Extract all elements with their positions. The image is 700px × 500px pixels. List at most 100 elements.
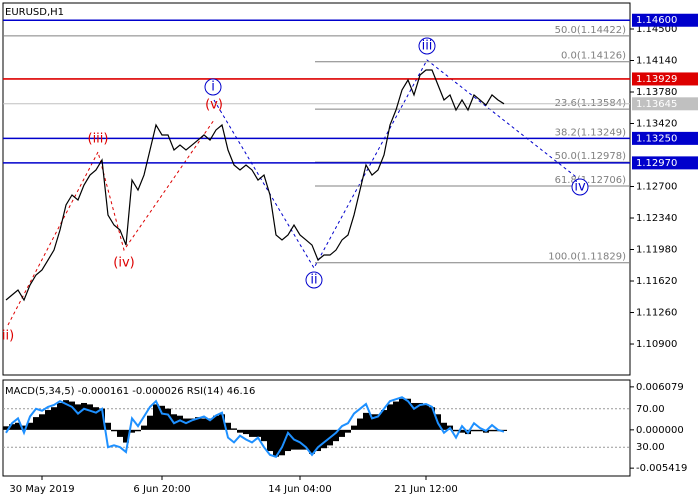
y-tick-label: 1.10900 [636,339,677,350]
wave-label: (v) [205,98,223,113]
wave-label: (iv) [113,256,134,271]
macd-bar [393,401,399,430]
wave-circle [204,78,222,96]
price-line [5,69,505,302]
macd-bar [129,429,135,433]
macd-bar [165,408,171,430]
macd-bar [159,405,165,430]
macd-bar [357,418,363,430]
macd-bar [399,398,405,430]
macd-bar [369,414,375,430]
x-tick-label: 6 Jun 20:00 [133,484,190,495]
macd-bar [117,429,123,437]
macd-bar [99,408,105,430]
macd-bar [351,425,357,430]
macd-bar [111,429,117,432]
fib-label: 38.2(1.13249) [555,127,627,138]
macd-bar [429,407,435,430]
last-price-box [632,97,698,111]
chart-title: EURUSD,H1 [5,7,64,18]
macd-bar [477,429,483,432]
macd-bar [273,429,279,457]
macd-bar [303,429,309,450]
macd-bar [321,429,327,449]
macd-bar [285,429,291,452]
macd-bar [123,429,129,443]
fib-label: 50.0(1.14422) [555,25,627,36]
macd-bar [135,429,141,432]
macd-bar [417,402,423,430]
macd-bar [243,429,249,435]
macd-bar [81,402,87,430]
y-tick-label: 1.12340 [636,213,677,224]
last-price-label: 1.13645 [636,99,677,110]
macd-bar [363,412,369,430]
macd-bar [39,414,45,430]
fib-label: 61.8(1.12706) [555,175,627,186]
macd-bar [459,429,465,433]
macd-bar [297,429,303,450]
macd-bar [267,429,273,452]
macd-bar [453,429,459,432]
macd-bar [207,418,213,430]
macd-bar [147,415,153,430]
macd-bar [93,407,99,430]
level-label: 1.13929 [636,74,677,85]
level-label: 1.13250 [636,133,677,144]
macd-bar [423,404,429,430]
indicator-title: MACD(5,34,5) -0.000161 -0.000026 RSI(14)… [5,386,255,397]
y-tick-label: 1.11980 [636,245,677,256]
fib-label: 50.0(1.12978) [555,151,627,162]
macd-bar [141,425,147,430]
level-box [632,72,698,86]
macd-bar [489,429,495,432]
macd-bar [405,398,411,430]
wave-label: ii [310,273,317,288]
macd-bar [63,400,69,430]
level-box [632,131,698,145]
macd-bar [75,404,81,430]
x-tick-label: 14 Jun 04:00 [268,484,332,495]
macd-bar [237,429,243,433]
macd-bar [57,402,63,430]
y-tick-label: 1.13780 [636,87,677,98]
macd-bar [471,429,477,432]
macd-bar [309,429,315,454]
macd-bar [441,422,447,430]
y2-tick-label: 70.00 [636,404,665,415]
y-tick-label: 1.11620 [636,276,677,287]
macd-bar [87,404,93,430]
wave-label: iv [574,180,586,195]
y-tick-label: -0.005419 [636,463,687,474]
y-tick-label: 1.14140 [636,55,677,66]
macd-bar [201,418,207,430]
wave-circle [305,271,323,289]
macd-bar [255,429,261,437]
wave-line [7,119,215,326]
macd-bar [411,402,417,430]
macd-bar [231,428,237,430]
wave-label: ii) [2,329,14,344]
macd-bar [501,429,507,431]
level-label: 1.14600 [636,15,677,26]
macd-bar [33,417,39,430]
macd-bar [3,426,9,430]
level-box [632,13,698,27]
macd-bar [153,404,159,430]
macd-bar [279,429,285,456]
macd-bar [315,429,321,452]
macd-bar [15,422,21,430]
macd-bar [375,414,381,430]
wave-line [213,59,581,270]
fib-label: 0.0(1.14126) [561,51,626,62]
macd-bar [387,404,393,430]
macd-bar [105,422,111,430]
macd-bar [339,429,345,437]
rsi-line [5,396,505,458]
chart-layer: 1.14500 1.14140 1.13780 1.13420 1.12700 1.123… [2,13,698,495]
macd-bar [69,401,75,430]
macd-bar [195,417,201,430]
y-tick-label: 1.13420 [636,118,677,129]
macd-bar [213,415,219,430]
